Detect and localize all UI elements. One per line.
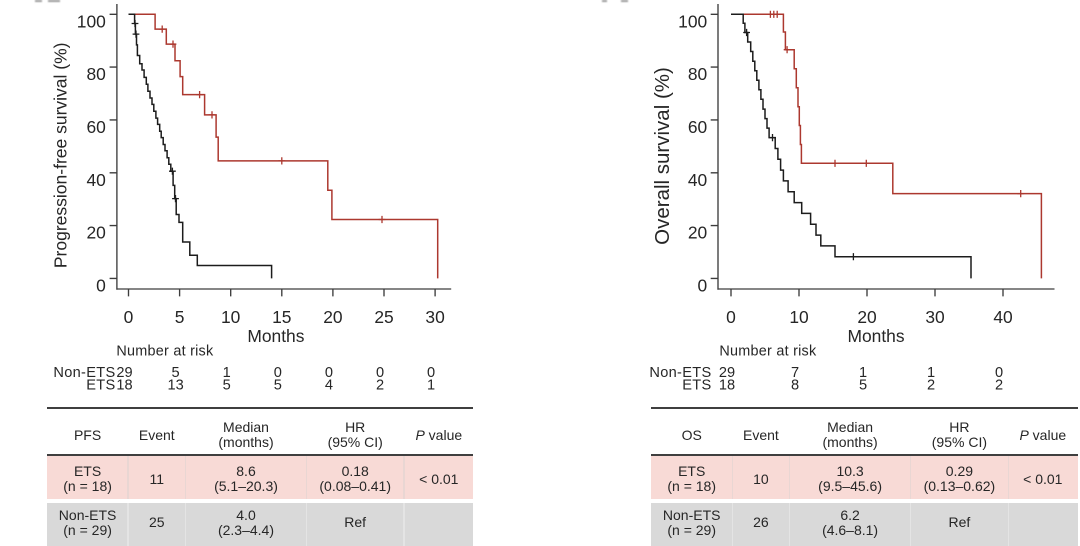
svg-text:0: 0 [427, 365, 435, 381]
svg-text:5: 5 [274, 377, 282, 393]
svg-text:20: 20 [857, 307, 876, 327]
svg-text:0: 0 [698, 275, 708, 295]
svg-text:5: 5 [223, 377, 231, 393]
svg-text:29: 29 [116, 365, 132, 381]
svg-text:10: 10 [789, 307, 808, 327]
svg-text:80: 80 [688, 64, 707, 84]
svg-text:Non-ETS: Non-ETS [53, 365, 115, 381]
svg-text:10: 10 [221, 307, 240, 327]
svg-text:20: 20 [323, 307, 342, 327]
svg-text:40: 40 [86, 170, 105, 190]
svg-text:30: 30 [925, 307, 944, 327]
svg-text:4: 4 [325, 377, 333, 393]
svg-text:60: 60 [86, 117, 105, 137]
svg-text:2: 2 [376, 377, 384, 393]
svg-text:Number at risk: Number at risk [719, 343, 817, 359]
svg-text:20: 20 [86, 223, 105, 243]
svg-text:60: 60 [688, 117, 707, 137]
svg-text:40: 40 [993, 307, 1012, 327]
svg-text:0: 0 [124, 307, 134, 327]
svg-text:Number at risk: Number at risk [116, 343, 214, 359]
svg-text:80: 80 [86, 64, 105, 84]
svg-text:1: 1 [927, 365, 935, 381]
svg-text:1: 1 [223, 365, 231, 381]
svg-text:15: 15 [272, 307, 291, 327]
svg-text:0: 0 [96, 275, 106, 295]
svg-text:100: 100 [678, 11, 707, 31]
svg-text:100: 100 [77, 11, 106, 31]
svg-text:2: 2 [927, 377, 935, 393]
svg-text:Months: Months [847, 326, 904, 346]
svg-text:0: 0 [325, 365, 333, 381]
svg-text:5: 5 [175, 307, 185, 327]
svg-text:29: 29 [719, 365, 735, 381]
svg-text:7: 7 [791, 365, 799, 381]
svg-text:18: 18 [719, 377, 735, 393]
svg-text:ETS: ETS [682, 377, 711, 393]
svg-text:8: 8 [791, 377, 799, 393]
svg-text:Overall survival (%): Overall survival (%) [651, 67, 674, 245]
svg-text:0: 0 [376, 365, 384, 381]
svg-text:5: 5 [859, 377, 867, 393]
svg-text:1: 1 [427, 377, 435, 393]
svg-text:0: 0 [995, 365, 1003, 381]
svg-text:20: 20 [688, 223, 707, 243]
svg-text:40: 40 [688, 170, 707, 190]
svg-text:0: 0 [274, 365, 282, 381]
svg-text:5: 5 [172, 365, 180, 381]
svg-text:Non-ETS: Non-ETS [649, 365, 711, 381]
svg-text:1: 1 [859, 365, 867, 381]
svg-text:Months: Months [247, 326, 304, 346]
svg-text:25: 25 [374, 307, 393, 327]
svg-text:2: 2 [995, 377, 1003, 393]
svg-text:Progression-free survival (%): Progression-free survival (%) [50, 42, 70, 268]
svg-text:30: 30 [425, 307, 444, 327]
svg-text:18: 18 [116, 377, 132, 393]
svg-text:ETS: ETS [86, 377, 115, 393]
svg-text:0: 0 [726, 307, 736, 327]
svg-text:13: 13 [167, 377, 183, 393]
